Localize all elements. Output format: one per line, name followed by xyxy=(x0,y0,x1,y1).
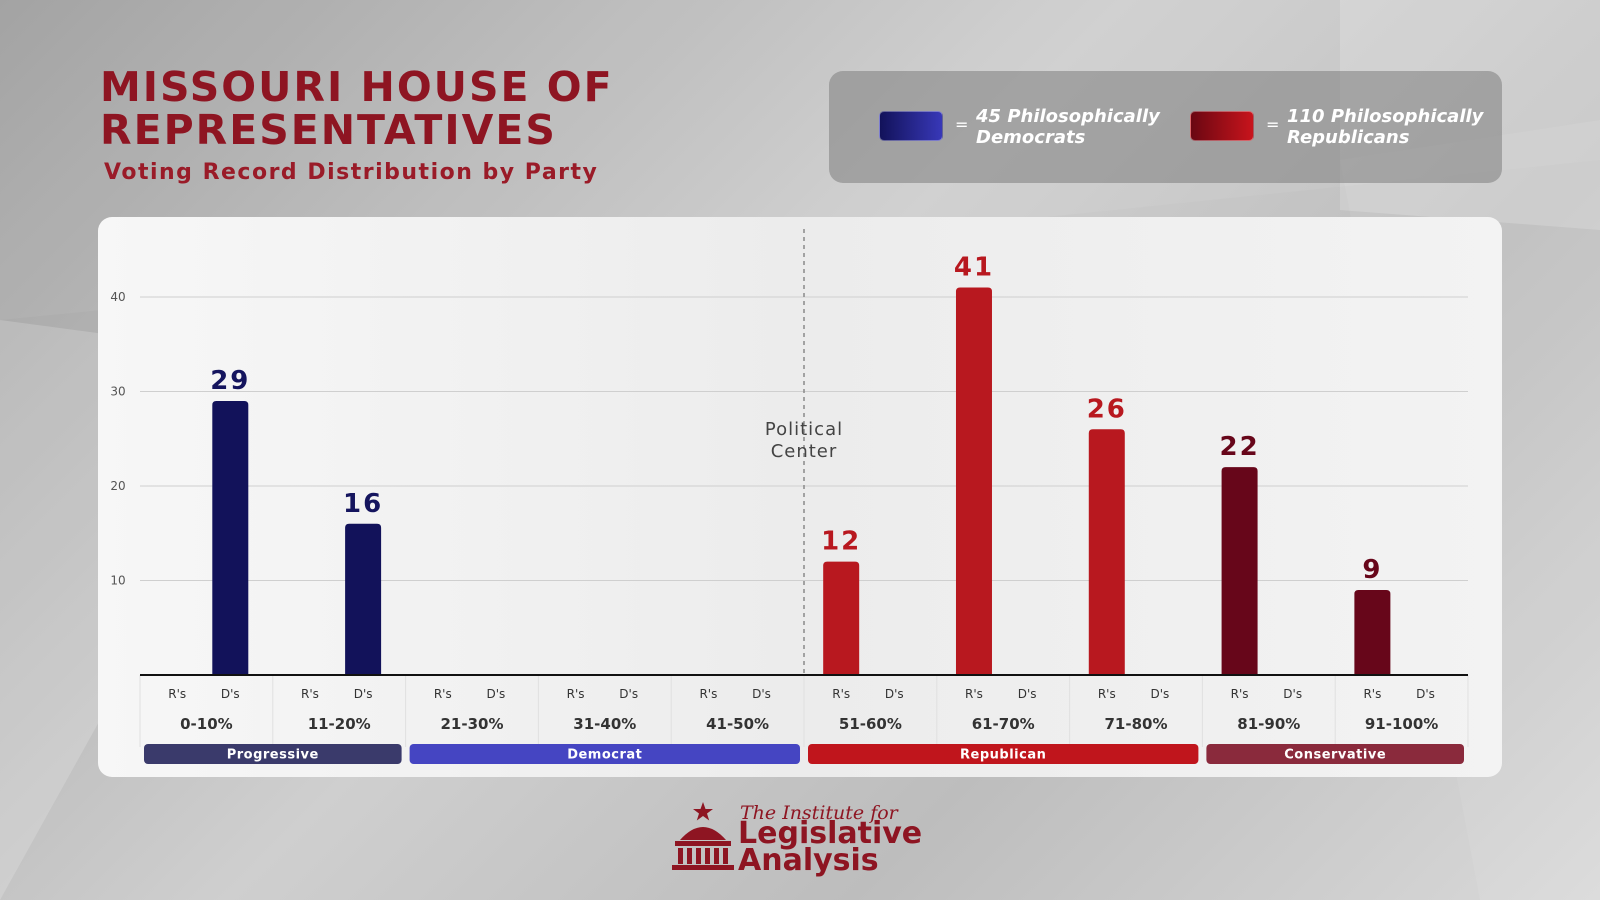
x-sub-label: R's xyxy=(567,687,585,701)
x-sub-label: D's xyxy=(752,687,771,701)
legend-swatch-republicans xyxy=(1190,111,1254,141)
x-sub-label: D's xyxy=(619,687,638,701)
category-band-label: Progressive xyxy=(227,748,319,763)
category-band xyxy=(144,744,402,764)
x-sub-label: D's xyxy=(1416,687,1435,701)
chart-panel: 10 20 30 40 Political Center 29 16 12 41 26 22 9 R's D… xyxy=(98,217,1502,777)
political-center-label: Political xyxy=(765,419,843,440)
x-sub-label: D's xyxy=(1151,687,1170,701)
bar-value-label: 41 xyxy=(954,253,994,283)
bar xyxy=(212,400,249,675)
x-tick-label: 91-100% xyxy=(1365,715,1438,733)
bar-value-label: 22 xyxy=(1219,432,1259,462)
legend-label-republicans: 110 Philosophically Republicans xyxy=(1287,106,1484,148)
bar xyxy=(955,287,992,675)
bar-value-label: 26 xyxy=(1087,394,1127,424)
y-tick-label: 10 xyxy=(110,574,125,588)
x-sub-label: R's xyxy=(434,687,452,701)
x-tick-label: 41-50% xyxy=(706,715,769,733)
x-sub-label: D's xyxy=(354,687,373,701)
y-tick-label: 20 xyxy=(110,479,125,493)
legend-equals-democrats: = xyxy=(955,115,969,134)
category-band xyxy=(409,744,800,764)
x-tick-label: 31-40% xyxy=(573,715,636,733)
x-tick-label: 21-30% xyxy=(440,715,503,733)
bar xyxy=(823,561,860,675)
x-sub-label: R's xyxy=(1098,687,1116,701)
bar-value-label: 9 xyxy=(1362,555,1382,585)
x-sub-label: R's xyxy=(832,687,850,701)
y-tick-label: 40 xyxy=(110,290,125,304)
x-sub-label: R's xyxy=(301,687,319,701)
x-sub-label: D's xyxy=(1018,687,1037,701)
x-sub-label: R's xyxy=(965,687,983,701)
logo-text-line2: Legislative xyxy=(738,816,923,851)
x-sub-label: D's xyxy=(885,687,904,701)
x-tick-label: 0-10% xyxy=(180,715,233,733)
bar-value-label: 29 xyxy=(210,366,250,396)
x-sub-label: D's xyxy=(221,687,240,701)
logo-text-line1: The Institute for xyxy=(740,802,898,824)
bar xyxy=(1088,429,1125,675)
logo-text-line3: Analysis xyxy=(738,843,879,878)
capitol-building-icon xyxy=(672,802,734,870)
bar-value-label: 16 xyxy=(343,489,383,519)
x-sub-label: D's xyxy=(487,687,506,701)
page-subtitle: Voting Record Distribution by Party xyxy=(104,160,599,185)
page-title: MISSOURI HOUSE OF REPRESENTATIVES xyxy=(100,63,614,154)
category-band-label: Conservative xyxy=(1284,748,1386,763)
bar-value-label: 12 xyxy=(821,527,861,557)
category-band-label: Democrat xyxy=(567,748,642,763)
x-sub-label: R's xyxy=(699,687,717,701)
x-tick-label: 71-80% xyxy=(1104,715,1167,733)
political-center-label: Center xyxy=(771,441,838,462)
category-band xyxy=(808,744,1199,764)
x-tick-label: 51-60% xyxy=(839,715,902,733)
x-sub-label: R's xyxy=(168,687,186,701)
bar xyxy=(1221,467,1258,675)
x-tick-label: 11-20% xyxy=(308,715,371,733)
bar xyxy=(345,523,382,675)
legend-equals-republicans: = xyxy=(1266,115,1280,134)
legend-swatch-democrats xyxy=(879,111,943,141)
institute-logo: The Institute for Legislative Analysis xyxy=(672,800,942,880)
category-band xyxy=(1206,744,1464,764)
x-sub-label: R's xyxy=(1231,687,1249,701)
x-sub-label: R's xyxy=(1363,687,1381,701)
x-sub-label: D's xyxy=(1283,687,1302,701)
y-tick-label: 30 xyxy=(110,385,125,399)
bar xyxy=(1354,589,1391,675)
legend: = 45 Philosophically Democrats = 110 Phi… xyxy=(829,71,1502,183)
x-tick-label: 61-70% xyxy=(972,715,1035,733)
category-band-label: Republican xyxy=(960,748,1046,763)
legend-label-democrats: 45 Philosophically Democrats xyxy=(976,106,1160,148)
x-tick-label: 81-90% xyxy=(1237,715,1300,733)
